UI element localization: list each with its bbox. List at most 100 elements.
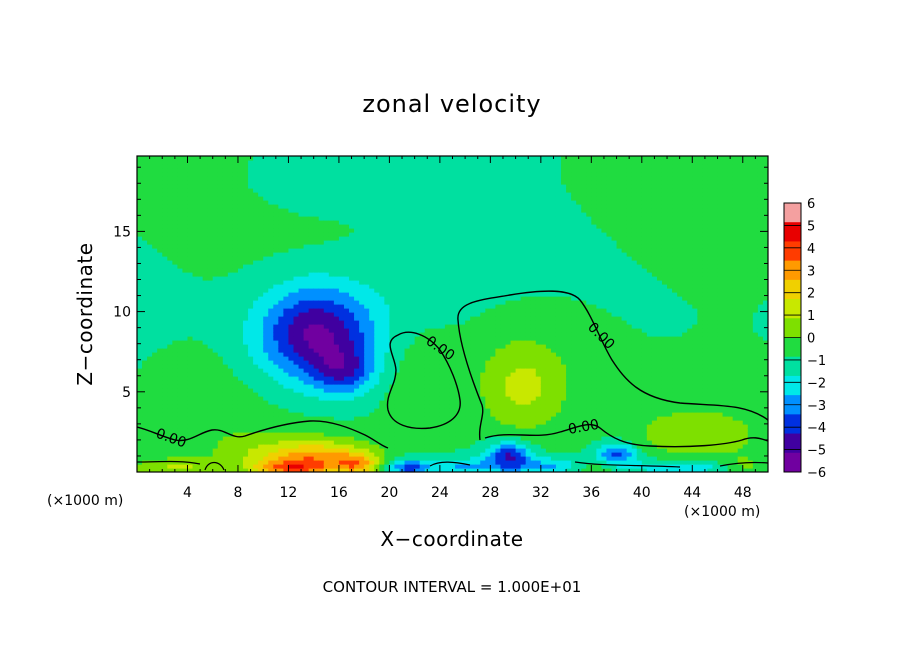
heatmap-cell (303, 204, 310, 209)
heatmap-cell (212, 240, 219, 245)
heatmap-cell (243, 300, 249, 305)
heatmap-cell (434, 408, 441, 413)
heatmap-cell (394, 336, 401, 341)
heatmap-cell (394, 440, 401, 445)
heatmap-cell (318, 412, 325, 417)
heatmap-cell (217, 404, 224, 409)
heatmap-cell (328, 284, 335, 289)
heatmap-cell (313, 316, 320, 321)
heatmap-cell (298, 416, 305, 421)
heatmap-cell (202, 224, 209, 229)
heatmap-cell (147, 456, 153, 461)
heatmap-cell (172, 228, 178, 233)
heatmap-cell (263, 376, 269, 381)
heatmap-cell (374, 324, 380, 329)
heatmap-cell (333, 308, 340, 313)
heatmap-cell (434, 364, 441, 369)
heatmap-cell (137, 180, 143, 185)
heatmap-cell (318, 428, 325, 433)
heatmap-cell (288, 244, 295, 249)
heatmap-cell (424, 320, 431, 325)
heatmap-cell (147, 332, 153, 337)
heatmap-cell (369, 364, 375, 369)
heatmap-cell (197, 460, 204, 465)
heatmap-cell (248, 160, 254, 165)
heatmap-cell (207, 444, 214, 449)
heatmap-cell (303, 320, 310, 325)
heatmap-cell (268, 164, 274, 169)
heatmap-cell (338, 340, 345, 345)
heatmap-cell (248, 424, 254, 429)
heatmap-cell (192, 256, 199, 261)
heatmap-cell (444, 232, 451, 237)
heatmap-cell (253, 224, 259, 229)
heatmap-cell (384, 240, 390, 245)
heatmap-cell (328, 412, 335, 417)
heatmap-cell (328, 464, 335, 469)
heatmap-cell (187, 368, 194, 373)
heatmap-cell (248, 368, 254, 373)
heatmap-cell (379, 340, 385, 345)
heatmap-cell (419, 364, 426, 369)
heatmap-cell (147, 268, 153, 273)
heatmap-cell (333, 344, 340, 349)
heatmap-cell (197, 400, 204, 405)
heatmap-cell (404, 272, 411, 277)
heatmap-cell (308, 412, 315, 417)
heatmap-cell (399, 364, 406, 369)
heatmap-cell (227, 268, 234, 273)
heatmap-cell (298, 288, 305, 293)
heatmap-cell (278, 300, 284, 305)
heatmap-cell (243, 460, 249, 465)
heatmap-cell (333, 160, 340, 165)
heatmap-cell (268, 244, 274, 249)
heatmap-cell (253, 248, 259, 253)
heatmap-cell (359, 220, 365, 225)
heatmap-cell (444, 452, 451, 457)
heatmap-cell (328, 156, 335, 161)
heatmap-cell (389, 428, 396, 433)
heatmap-cell (263, 352, 269, 357)
heatmap-cell (333, 440, 340, 445)
heatmap-cell (354, 324, 360, 329)
heatmap-cell (283, 260, 290, 265)
heatmap-cell (248, 436, 254, 441)
heatmap-cell (439, 376, 446, 381)
heatmap-cell (429, 272, 436, 277)
heatmap-cell (429, 236, 436, 241)
heatmap-cell (227, 184, 234, 189)
heatmap-cell (404, 340, 411, 345)
heatmap-cell (404, 460, 411, 465)
heatmap-cell (323, 444, 330, 449)
heatmap-cell (328, 356, 335, 361)
heatmap-cell (354, 380, 360, 385)
heatmap-cell (142, 192, 148, 197)
heatmap-cell (288, 344, 295, 349)
heatmap-cell (409, 308, 416, 313)
heatmap-cell (212, 260, 219, 265)
heatmap-cell (394, 224, 401, 229)
heatmap-cell (202, 260, 209, 265)
heatmap-cell (384, 408, 390, 413)
heatmap-cell (434, 388, 441, 393)
heatmap-cell (147, 380, 153, 385)
heatmap-cell (243, 468, 249, 472)
heatmap-cell (253, 432, 259, 437)
heatmap-cell (147, 304, 153, 309)
heatmap-cell (248, 216, 254, 221)
heatmap-cell (409, 280, 416, 285)
heatmap-cell (349, 252, 355, 257)
heatmap-cell (409, 292, 416, 297)
heatmap-cell (268, 468, 274, 472)
heatmap-cell (268, 308, 274, 313)
heatmap-cell (237, 232, 244, 237)
heatmap-cell (349, 300, 355, 305)
heatmap-cell (142, 160, 148, 165)
heatmap-cell (444, 308, 451, 313)
heatmap-cell (333, 228, 340, 233)
heatmap-cell (379, 444, 385, 449)
heatmap-cell (424, 328, 431, 333)
heatmap-cell (137, 232, 143, 237)
heatmap-cell (313, 276, 320, 281)
heatmap-cell (343, 216, 350, 221)
